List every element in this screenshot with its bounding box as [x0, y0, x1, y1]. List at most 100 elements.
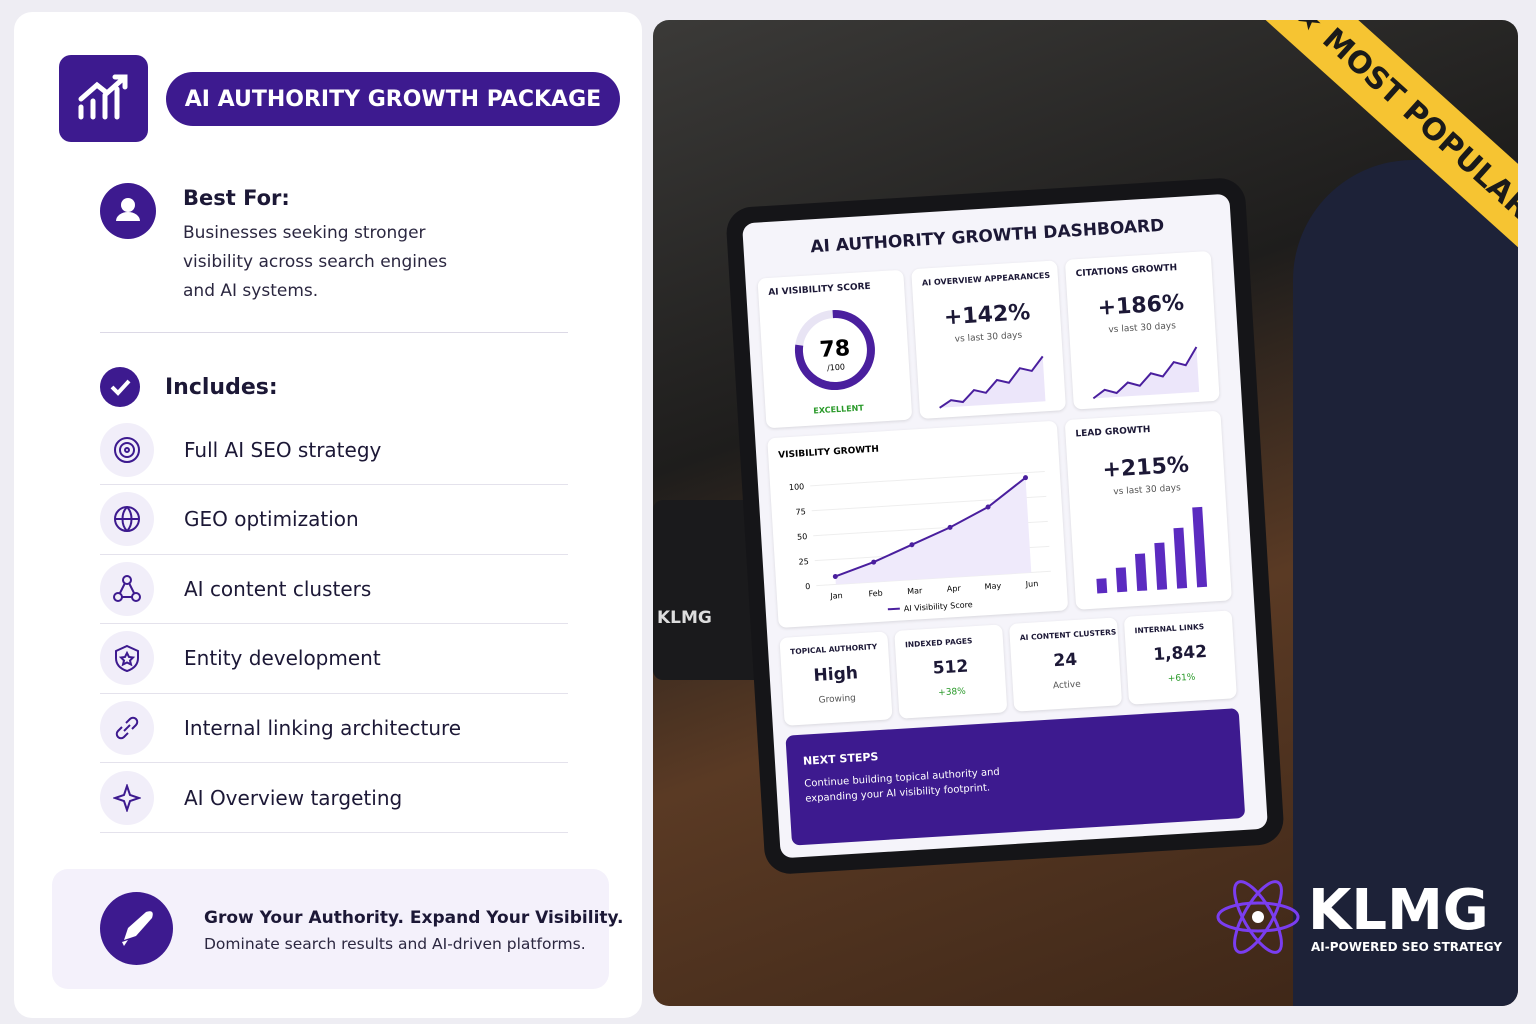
include-text: Entity development	[184, 646, 381, 671]
best-for-line: and AI systems.	[183, 281, 319, 301]
point	[909, 542, 915, 548]
footer-text: Dominate search results and AI-driven pl…	[204, 935, 586, 953]
check-icon	[100, 367, 140, 407]
icon-glyph	[114, 506, 140, 533]
brand-name: KLMG	[1308, 878, 1489, 943]
growth-icon	[78, 74, 128, 120]
include-item: AI content clusters	[100, 554, 568, 625]
tile-note: +61%	[1167, 672, 1196, 685]
x-tick-label: Feb	[868, 589, 883, 599]
sparkline	[939, 355, 1046, 409]
x-tick-label: Mar	[907, 586, 923, 596]
user-icon	[100, 183, 156, 239]
mug-text: KLMG	[657, 608, 712, 628]
next-label: NEXT STEPS	[802, 750, 879, 768]
bar	[1134, 553, 1148, 592]
grid-line	[810, 470, 1045, 487]
spark-area	[1093, 346, 1200, 399]
footer-title: Grow Your Authority. Expand Your Visibil…	[204, 908, 624, 928]
include-icon	[100, 700, 154, 755]
include-item: GEO optimization	[100, 485, 568, 555]
include-icon	[100, 422, 154, 477]
icon-glyph	[113, 783, 141, 812]
best-for-line: visibility across search engines	[183, 252, 448, 272]
include-item: Entity development	[100, 624, 568, 694]
chart-title: VISIBILITY GROWTH	[778, 445, 879, 461]
y-tick-label: 0	[805, 582, 811, 591]
includes-label: Includes:	[165, 375, 278, 400]
x-tick-label: May	[984, 581, 1001, 591]
point	[832, 573, 838, 579]
gauge: 78/100 EXCELLENT	[794, 310, 875, 415]
point	[1023, 475, 1029, 481]
y-tick-label: 25	[798, 557, 809, 567]
check-glyph	[110, 379, 131, 396]
include-icon	[100, 561, 154, 616]
x-tick-label: Jan	[829, 591, 843, 601]
point	[947, 524, 953, 530]
person	[1293, 160, 1518, 1006]
visibility-card: VISIBILITY GROWTH 0 25 50 75 100 Jan Feb Mar Apr M…	[767, 420, 1069, 628]
user-glyph	[116, 198, 140, 221]
tile: AI CONTENT CLUSTERS 24 Active	[1008, 617, 1123, 712]
rocket-icon	[100, 892, 173, 965]
include-icon	[100, 492, 154, 547]
include-text: Internal linking architecture	[184, 715, 462, 740]
best-for-label: Best For:	[183, 186, 290, 210]
include-item: Internal linking architecture	[100, 693, 568, 764]
y-tick-label: 50	[797, 532, 808, 542]
spark-line	[939, 355, 1044, 409]
score-max: /100	[827, 362, 845, 372]
tile-label: INDEXED PAGES	[904, 636, 973, 650]
include-text: AI Overview targeting	[184, 785, 403, 810]
line-chart: VISIBILITY GROWTH 0 25 50 75 100 Jan Feb Mar Apr M…	[778, 445, 1051, 613]
score-rating: EXCELLENT	[813, 403, 864, 415]
y-tick-label: 100	[789, 482, 805, 492]
tile-note: Growing	[818, 693, 857, 706]
icon-glyph	[115, 716, 139, 740]
score-value: 78	[819, 336, 851, 363]
area	[835, 477, 1032, 585]
bar-chart	[1096, 506, 1208, 594]
tile-label: AI CONTENT CLUSTERS	[1019, 627, 1117, 643]
photo-panel: KLMG AI AUTHORITY GROWTH DASHBOARD AI VI…	[653, 20, 1518, 1006]
tablet: AI AUTHORITY GROWTH DASHBOARD AI VISIBIL…	[725, 176, 1285, 876]
lead-card: LEAD GROWTH +215% vs last 30 days	[1064, 410, 1232, 610]
y-tick-label: 75	[795, 507, 806, 517]
spark-line	[1092, 346, 1198, 400]
spark-area	[939, 356, 1046, 408]
brand-tagline: AI-POWERED SEO STRATEGY	[1311, 940, 1503, 954]
tile-value: 512	[932, 656, 969, 679]
bar	[1173, 527, 1188, 589]
brand-atom	[1216, 880, 1300, 954]
point	[985, 504, 991, 510]
bar	[1154, 542, 1168, 590]
tile-value: 1,842	[1152, 641, 1208, 666]
include-icon	[100, 631, 154, 686]
x-tick-label: Apr	[947, 584, 962, 594]
x-tick-label: Jun	[1024, 579, 1038, 589]
next-steps: NEXT STEPS Continue building topical auth…	[785, 708, 1246, 846]
include-text: Full AI SEO strategy	[184, 437, 382, 462]
sparkline	[1092, 346, 1200, 400]
tile: INTERNAL LINKS 1,842 +61%	[1123, 610, 1237, 705]
next-text: Continue building topical authority and …	[804, 766, 1001, 805]
line	[834, 476, 1027, 578]
icon-glyph	[113, 574, 141, 602]
icon-glyph	[115, 645, 139, 673]
tile-note: +38%	[938, 686, 967, 699]
tile-value: 24	[1052, 649, 1078, 672]
include-text: GEO optimization	[184, 507, 359, 532]
logo-icon	[59, 55, 148, 142]
legend-text: AI Visibility Score	[904, 600, 973, 613]
legend-swatch	[887, 607, 900, 611]
best-for-line: Businesses seeking stronger	[183, 223, 426, 243]
point	[871, 559, 877, 565]
include-item: Full AI SEO strategy	[100, 415, 568, 485]
best-for-text: Businesses seeking stronger visibility ac…	[183, 219, 447, 306]
bar	[1192, 506, 1208, 588]
bar	[1096, 578, 1108, 594]
overview-card: AI OVERVIEW APPEARANCES +142% vs last 30 d…	[911, 260, 1067, 419]
tile-note: Active	[1052, 679, 1082, 692]
